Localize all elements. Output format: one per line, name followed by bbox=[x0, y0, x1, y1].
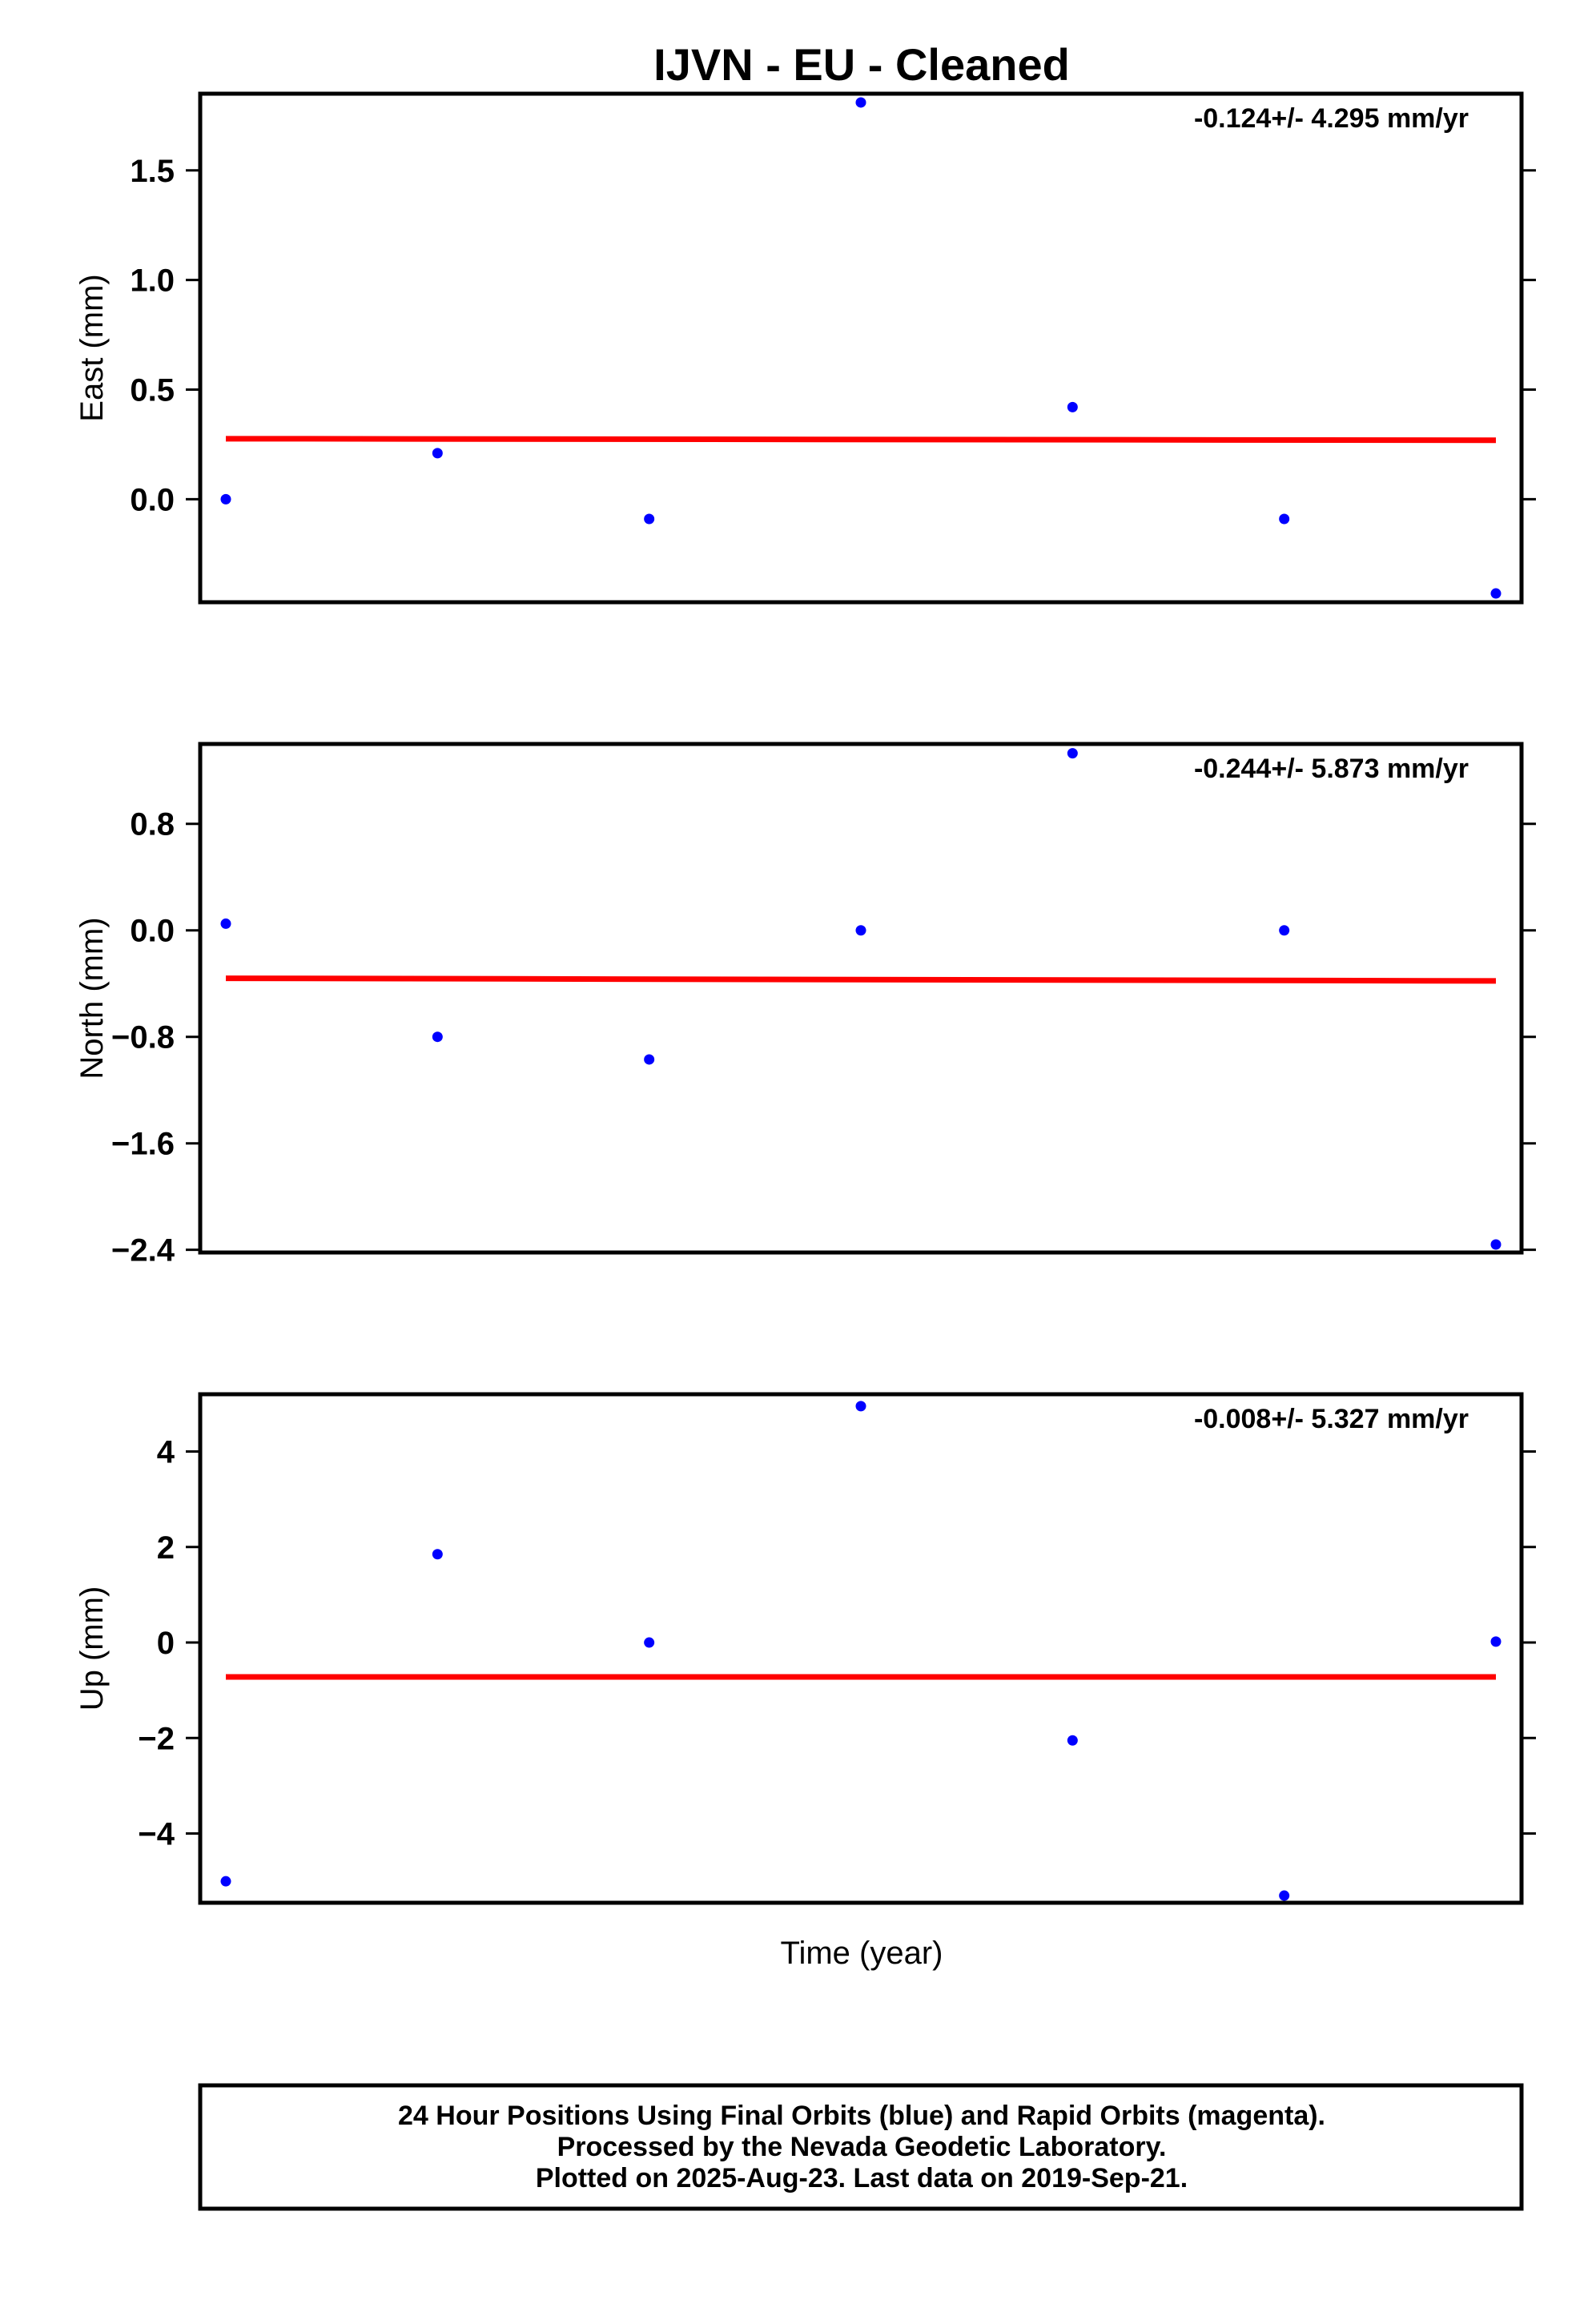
east-fit-line bbox=[225, 436, 1497, 444]
north-data-point bbox=[1067, 748, 1078, 759]
footer-box: 24 Hour Positions Using Final Orbits (bl… bbox=[198, 2083, 1524, 2211]
north-rate-label: -0.244+/- 5.873 mm/yr bbox=[1194, 754, 1469, 784]
up-ticks: 4 2 0 −2 −4 bbox=[138, 1435, 1536, 1852]
east-ticks: 1.5 1.0 0.5 0.0 bbox=[130, 154, 1536, 517]
up-plot-frame bbox=[198, 1392, 1524, 1905]
up-data-point bbox=[1279, 1890, 1290, 1901]
north-y-tick-label: −0.8 bbox=[111, 1020, 175, 1055]
east-y-tick-label: 1.0 bbox=[130, 263, 175, 299]
up-data-point bbox=[855, 1401, 866, 1412]
footer-line-2: Processed by the Nevada Geodetic Laborat… bbox=[557, 2132, 1167, 2162]
up-y-axis-label: Up (mm) bbox=[74, 1586, 110, 1711]
footer-line-3: Plotted on 2025-Aug-23. Last data on 201… bbox=[536, 2163, 1188, 2193]
up-y-tick-label: −2 bbox=[138, 1721, 175, 1756]
north-fit-line bbox=[225, 975, 1497, 984]
east-data-point bbox=[644, 513, 655, 525]
east-data-point bbox=[855, 97, 866, 108]
up-points bbox=[220, 1401, 1502, 1901]
east-y-axis-label: East (mm) bbox=[74, 274, 110, 421]
north-y-tick-label: 0.8 bbox=[130, 807, 175, 842]
north-plot-frame bbox=[198, 742, 1524, 1255]
up-data-point bbox=[1067, 1735, 1078, 1746]
up-data-point bbox=[1490, 1636, 1502, 1647]
up-panel: 4 2 0 −2 −4 -0.008+/- 5.327 mm/yr Up (mm) bbox=[74, 1392, 1536, 1905]
up-y-tick-label: 2 bbox=[157, 1530, 175, 1566]
north-y-tick-label: 0.0 bbox=[130, 914, 175, 949]
north-y-tick-label: −1.6 bbox=[111, 1127, 175, 1162]
up-data-point bbox=[644, 1637, 655, 1648]
east-plot-frame bbox=[198, 91, 1524, 605]
up-rate-label: -0.008+/- 5.327 mm/yr bbox=[1194, 1404, 1469, 1434]
up-data-point bbox=[432, 1549, 443, 1560]
east-data-point bbox=[432, 448, 443, 459]
east-y-tick-label: 0.5 bbox=[130, 373, 175, 408]
east-y-tick-label: 1.5 bbox=[130, 154, 175, 189]
north-panel: 0.8 0.0 −0.8 −1.6 −2.4 -0.244+/- 5.873 mm/yr… bbox=[74, 742, 1536, 1269]
east-points bbox=[220, 97, 1502, 599]
up-data-point bbox=[220, 1876, 231, 1887]
north-fit-segment bbox=[225, 975, 1497, 984]
north-ticks: 0.8 0.0 −0.8 −1.6 −2.4 bbox=[111, 807, 1536, 1269]
north-points bbox=[220, 748, 1502, 1250]
north-data-point bbox=[432, 1031, 443, 1043]
east-data-point bbox=[1279, 513, 1290, 525]
east-y-tick-label: 0.0 bbox=[130, 482, 175, 517]
north-data-point bbox=[1490, 1239, 1502, 1250]
chart-title: IJVN - EU - Cleaned bbox=[653, 39, 1070, 90]
up-y-tick-label: −4 bbox=[138, 1817, 175, 1852]
footer-line-1: 24 Hour Positions Using Final Orbits (bl… bbox=[398, 2101, 1325, 2131]
east-data-point bbox=[220, 493, 231, 505]
x-axis-label: Time (year) bbox=[781, 1936, 943, 1971]
north-y-tick-label: −2.4 bbox=[111, 1233, 175, 1269]
north-data-point bbox=[220, 918, 231, 929]
east-panel: 1.5 1.0 0.5 0.0 -0.124+/- 4.295 mm/yr East … bbox=[74, 91, 1536, 605]
east-data-point bbox=[1067, 401, 1078, 412]
north-data-point bbox=[1279, 925, 1290, 936]
up-y-tick-label: 4 bbox=[157, 1435, 175, 1470]
up-y-tick-label: 0 bbox=[157, 1626, 175, 1661]
footer-frame bbox=[198, 2083, 1524, 2211]
north-data-point bbox=[855, 925, 866, 936]
east-fit-segment bbox=[225, 436, 1497, 444]
east-data-point bbox=[1490, 588, 1502, 599]
north-y-axis-label: North (mm) bbox=[74, 917, 110, 1079]
north-data-point bbox=[644, 1054, 655, 1065]
east-rate-label: -0.124+/- 4.295 mm/yr bbox=[1194, 103, 1469, 134]
